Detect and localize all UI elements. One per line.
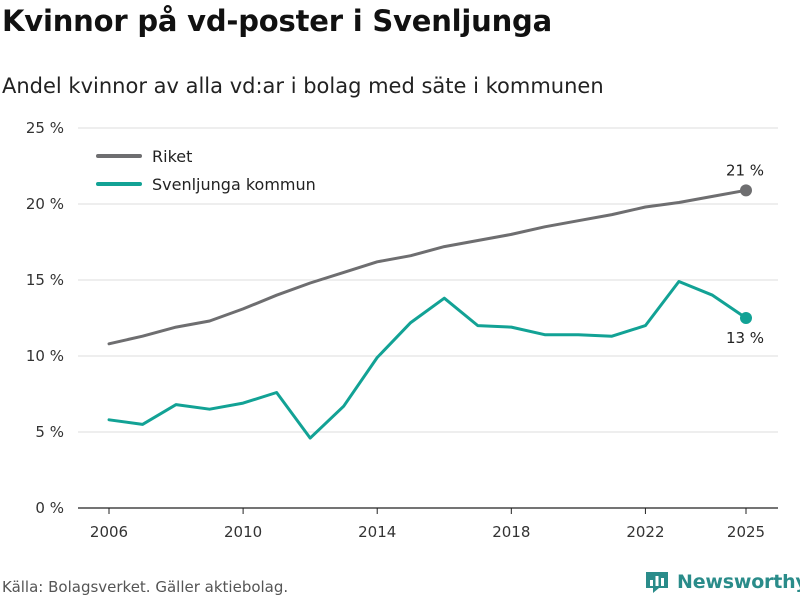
brand-logo: Newsworthy xyxy=(644,569,800,595)
source-note: Källa: Bolagsverket. Gäller aktiebolag. xyxy=(2,578,289,596)
x-tick-label: 2018 xyxy=(492,523,530,541)
y-tick-label: 20 % xyxy=(26,195,64,213)
y-tick-label: 5 % xyxy=(35,423,64,441)
y-tick-label: 15 % xyxy=(26,271,64,289)
x-tick-label: 2025 xyxy=(727,523,765,541)
series-end-point xyxy=(740,312,752,324)
brand-name: Newsworthy xyxy=(677,571,800,593)
x-tick-label: 2022 xyxy=(626,523,664,541)
legend-label: Svenljunga kommun xyxy=(152,175,316,194)
newsworthy-logo-icon xyxy=(646,572,668,593)
series-line-riket xyxy=(107,188,748,346)
y-tick-label: 25 % xyxy=(26,119,64,137)
chart-subtitle: Andel kvinnor av alla vd:ar i bolag med … xyxy=(2,74,604,98)
legend-label: Riket xyxy=(152,147,192,166)
series-end-point xyxy=(740,184,752,197)
x-tick-label: 2006 xyxy=(90,523,128,541)
series-end-label: 13 % xyxy=(726,329,764,347)
x-tick-label: 2014 xyxy=(358,523,396,541)
series-end-label: 21 % xyxy=(726,161,764,179)
series-line-svenljunga xyxy=(107,280,748,440)
y-tick-label: 0 % xyxy=(35,499,64,517)
y-tick-label: 10 % xyxy=(26,347,64,365)
chart-title: Kvinnor på vd-poster i Svenljunga xyxy=(2,4,552,38)
x-tick-label: 2010 xyxy=(224,523,262,541)
